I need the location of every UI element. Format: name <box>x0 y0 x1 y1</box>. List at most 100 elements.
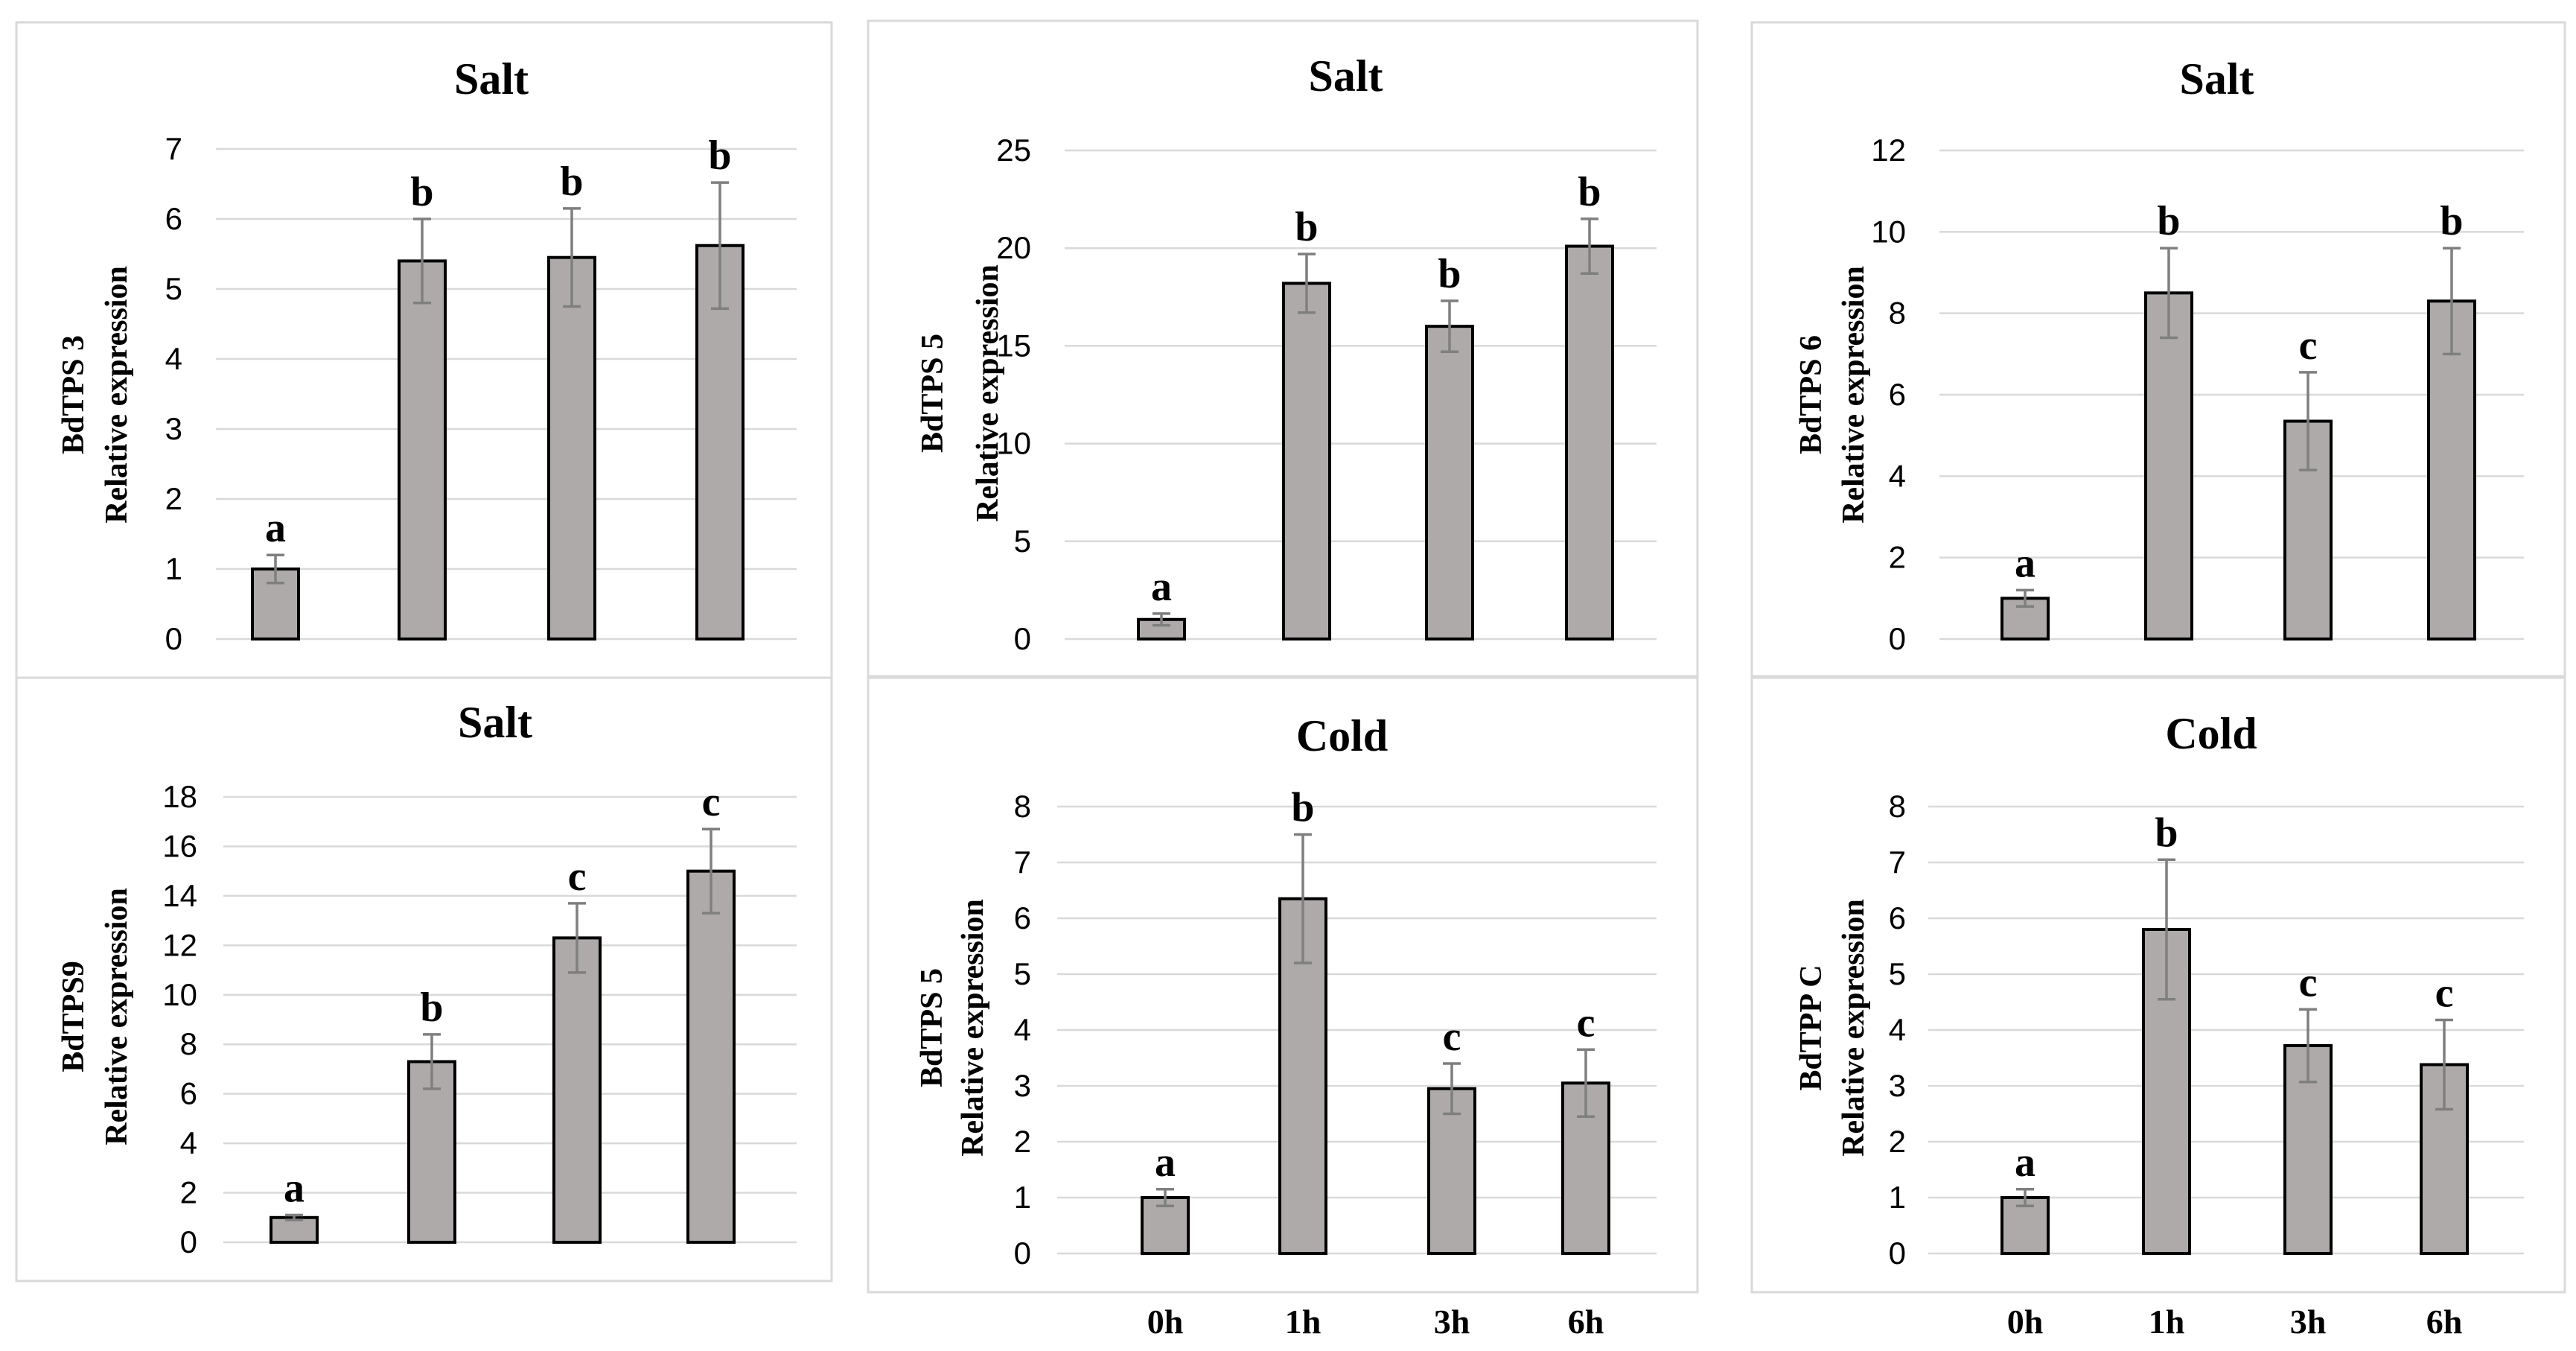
significance-letter: a <box>2015 540 2035 586</box>
y-tick-label: 10 <box>996 426 1031 461</box>
significance-letter: b <box>420 985 443 1031</box>
y-tick-label: 1 <box>1014 1180 1031 1215</box>
y-tick-label: 0 <box>165 621 182 656</box>
x-tick-label: 6h <box>2426 1303 2463 1341</box>
significance-letter: c <box>2299 322 2318 369</box>
significance-letter: a <box>2015 1139 2035 1186</box>
x-tick-label: 1h <box>1285 1303 1322 1341</box>
bar <box>2144 291 2193 640</box>
y-tick-label: 0 <box>1014 621 1031 656</box>
chart-panel-6: 0 1 2 3 4 5 6 7 8 Cold BdTPP C Relative expression a… <box>1750 676 2566 1341</box>
y-tick-label: 8 <box>1889 789 1906 824</box>
y-tick-label: 6 <box>1014 900 1031 935</box>
y-tick-label: 8 <box>1889 296 1906 331</box>
y-tick-label: 3 <box>1889 1068 1906 1103</box>
x-tick-label: 3h <box>2290 1303 2327 1341</box>
y-tick-label: 2 <box>1889 540 1906 575</box>
significance-letter: b <box>1438 251 1461 297</box>
y-axis-label-gene: BdTPP C <box>1794 964 1829 1090</box>
bar <box>407 1060 456 1244</box>
y-tick-label: 20 <box>996 230 1031 265</box>
bar <box>547 255 596 640</box>
significance-letter: a <box>1151 564 1172 610</box>
y-tick-label: 2 <box>165 481 182 516</box>
y-tick-label: 8 <box>180 1026 197 1061</box>
y-tick-label: 5 <box>1889 956 1906 991</box>
significance-letter: b <box>1291 785 1314 831</box>
significance-letter: c <box>702 779 721 825</box>
significance-letter: c <box>568 853 587 900</box>
bar <box>2283 419 2333 640</box>
significance-letter: b <box>2157 198 2180 244</box>
x-tick-label: 0h <box>1147 1303 1184 1341</box>
y-tick-label: 7 <box>1014 845 1031 880</box>
y-axis-label-measure: Relative expression <box>971 264 1005 522</box>
bar <box>2420 1063 2469 1255</box>
significance-letter: c <box>2299 959 2318 1005</box>
y-tick-label: 7 <box>1889 845 1906 880</box>
y-tick-label: 0 <box>1889 621 1906 656</box>
y-tick-label: 8 <box>1014 789 1031 824</box>
bar <box>1282 282 1331 640</box>
significance-letter: c <box>2435 970 2454 1017</box>
y-tick-label: 4 <box>1889 1012 1906 1047</box>
y-axis-label-gene: BdTPS 5 <box>915 968 949 1087</box>
chart-panel-2: 0 5 10 15 20 25 Salt BdTPS 5 Relative expression… <box>867 19 1699 678</box>
chart-panel-3: 0 2 4 6 8 10 12 Salt BdTPS 6 Relative expression a… <box>1750 21 2566 678</box>
y-tick-label: 14 <box>162 878 197 913</box>
y-tick-label: 2 <box>1014 1124 1031 1159</box>
y-tick-label: 0 <box>1014 1236 1031 1271</box>
y-tick-label: 6 <box>1889 900 1906 935</box>
y-tick-label: 6 <box>180 1076 197 1111</box>
y-tick-label: 4 <box>180 1125 197 1160</box>
y-axis-label-gene: BdTPS9 <box>57 961 91 1072</box>
significance-letter: a <box>284 1165 305 1211</box>
significance-letter: c <box>1443 1014 1461 1060</box>
y-tick-label: 12 <box>162 927 197 962</box>
y-tick-label: 15 <box>996 328 1031 363</box>
chart-panel-5: 0 1 2 3 4 5 6 7 8 Cold BdTPS 5 Relative expression a… <box>867 676 1699 1341</box>
bar <box>2427 299 2476 640</box>
y-tick-label: 5 <box>165 271 182 306</box>
bar <box>398 259 447 640</box>
significance-letter: b <box>1578 169 1601 215</box>
bar <box>1565 244 1614 640</box>
y-tick-label: 1 <box>165 551 182 586</box>
significance-letter: b <box>1295 204 1318 250</box>
y-axis-label-gene: BdTPS 3 <box>57 335 91 454</box>
chart-title: Salt <box>1308 51 1383 101</box>
significance-letter: b <box>2155 810 2178 856</box>
y-tick-label: 1 <box>1889 1180 1906 1215</box>
y-tick-label: 16 <box>162 828 197 863</box>
bar <box>552 936 602 1244</box>
y-tick-label: 4 <box>1889 458 1906 493</box>
y-axis-label-measure: Relative expression <box>1837 899 1871 1157</box>
y-tick-label: 2 <box>1889 1124 1906 1159</box>
significance-letter: c <box>1577 999 1595 1046</box>
y-axis-label-measure: Relative expression <box>100 888 134 1145</box>
y-tick-label: 6 <box>165 201 182 236</box>
y-axis-label-measure: Relative expression <box>100 266 134 524</box>
y-tick-label: 0 <box>1889 1236 1906 1271</box>
x-tick-label: 3h <box>1434 1303 1470 1341</box>
y-tick-label: 2 <box>180 1175 197 1210</box>
x-tick-label: 1h <box>2149 1303 2185 1341</box>
y-tick-label: 18 <box>162 779 197 814</box>
bar <box>1427 1087 1476 1255</box>
significance-letter: b <box>2440 198 2463 244</box>
y-tick-label: 3 <box>165 411 182 446</box>
significance-letter: a <box>265 505 286 551</box>
y-axis-label-gene: BdTPS 5 <box>916 334 950 453</box>
significance-letter: b <box>410 169 433 215</box>
y-tick-label: 3 <box>1014 1068 1031 1103</box>
chart-title: Cold <box>2165 709 2257 758</box>
chart-panel-4: 0 2 4 6 8 10 12 14 16 18 Salt BdTPS9 Relative expres… <box>15 676 833 1282</box>
significance-letter: b <box>708 133 731 179</box>
y-tick-label: 6 <box>1889 377 1906 412</box>
chart-title: Salt <box>2179 54 2254 104</box>
y-axis-label-measure: Relative expression <box>956 899 990 1157</box>
y-tick-label: 5 <box>1014 956 1031 991</box>
y-tick-label: 0 <box>180 1224 197 1259</box>
significance-letter: a <box>1155 1139 1176 1186</box>
